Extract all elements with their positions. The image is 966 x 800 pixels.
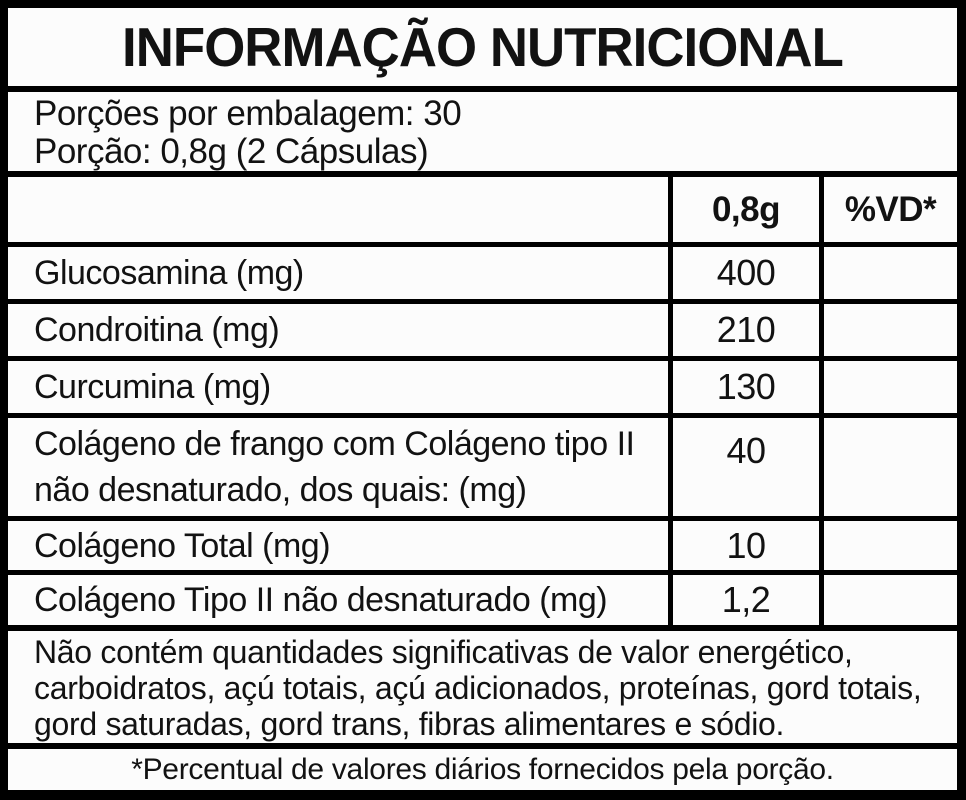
nutrient-label: Glucosamina (mg) [8, 247, 668, 299]
nutrition-table: 0,8g %VD* Glucosamina (mg) 400 Condroiti… [8, 177, 957, 625]
nutrient-amount: 130 [673, 361, 819, 413]
nutrient-amount: 1,2 [673, 575, 819, 625]
title-box: INFORMAÇÃO NUTRICIONAL [8, 8, 957, 86]
serving-info: Porções por embalagem: 30 Porção: 0,8g (… [8, 92, 957, 171]
daily-value-footnote: *Percentual de valores diários fornecido… [131, 752, 834, 786]
insignificant-amounts-box: Não contém quantidades significativas de… [8, 631, 957, 743]
nutrient-dv [824, 521, 957, 570]
nutrient-dv [824, 247, 957, 299]
nutrient-label: Condroitina (mg) [8, 304, 668, 356]
column-header-amount: 0,8g [673, 177, 819, 242]
nutrient-amount: 40 [673, 418, 819, 516]
nutrient-amount: 210 [673, 304, 819, 356]
nutrient-dv [824, 361, 957, 413]
servings-per-package: Porções por embalagem: 30 [34, 93, 462, 133]
nutrient-label: Colágeno Tipo II não desnaturado (mg) [8, 575, 668, 625]
nutrient-dv [824, 575, 957, 625]
nutrient-label: Curcumina (mg) [8, 361, 668, 413]
page-title: INFORMAÇÃO NUTRICIONAL [122, 16, 844, 78]
column-header-dv: %VD* [824, 177, 957, 242]
nutrient-dv [824, 418, 957, 516]
serving-size: Porção: 0,8g (2 Cápsulas) [34, 131, 429, 171]
nutrient-amount: 10 [673, 521, 819, 570]
insignificant-amounts-text: Não contém quantidades significativas de… [34, 634, 922, 742]
nutrient-label: Colágeno Total (mg) [8, 521, 668, 570]
nutrient-label: Colágeno de frango com Colágeno tipo II … [8, 418, 668, 516]
daily-value-footnote-box: *Percentual de valores diários fornecido… [8, 749, 957, 790]
column-header-nutrient [8, 177, 668, 242]
nutrient-dv [824, 304, 957, 356]
nutrient-amount: 400 [673, 247, 819, 299]
